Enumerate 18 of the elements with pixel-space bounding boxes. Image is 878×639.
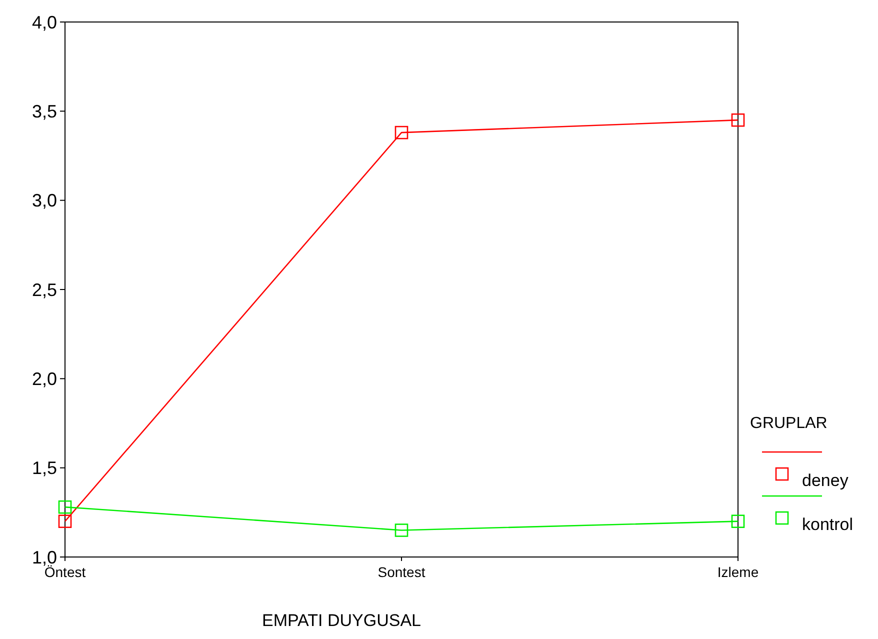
point — [58, 514, 72, 528]
point — [58, 500, 72, 514]
point — [394, 126, 408, 140]
y-tick-label: 4,0 — [32, 12, 57, 32]
y-tick-label: 3,5 — [32, 101, 57, 122]
y-tick-label: 2,0 — [32, 368, 57, 389]
point — [731, 113, 745, 127]
legend-label: deney — [802, 471, 849, 490]
y-tick-label: 2,5 — [32, 280, 57, 300]
legend-label: kontrol — [802, 515, 854, 534]
x-tick-label: Sontest — [378, 564, 426, 580]
y-tick-label: 3,0 — [32, 190, 57, 211]
x-tick-label: Izleme — [717, 564, 759, 580]
legend-title: GRUPLAR — [750, 415, 828, 432]
point — [731, 514, 745, 528]
point — [394, 524, 408, 537]
y-tick-label: 1,5 — [32, 458, 57, 478]
x-axis-title: EMPATI DUYGUSAL — [262, 611, 422, 630]
